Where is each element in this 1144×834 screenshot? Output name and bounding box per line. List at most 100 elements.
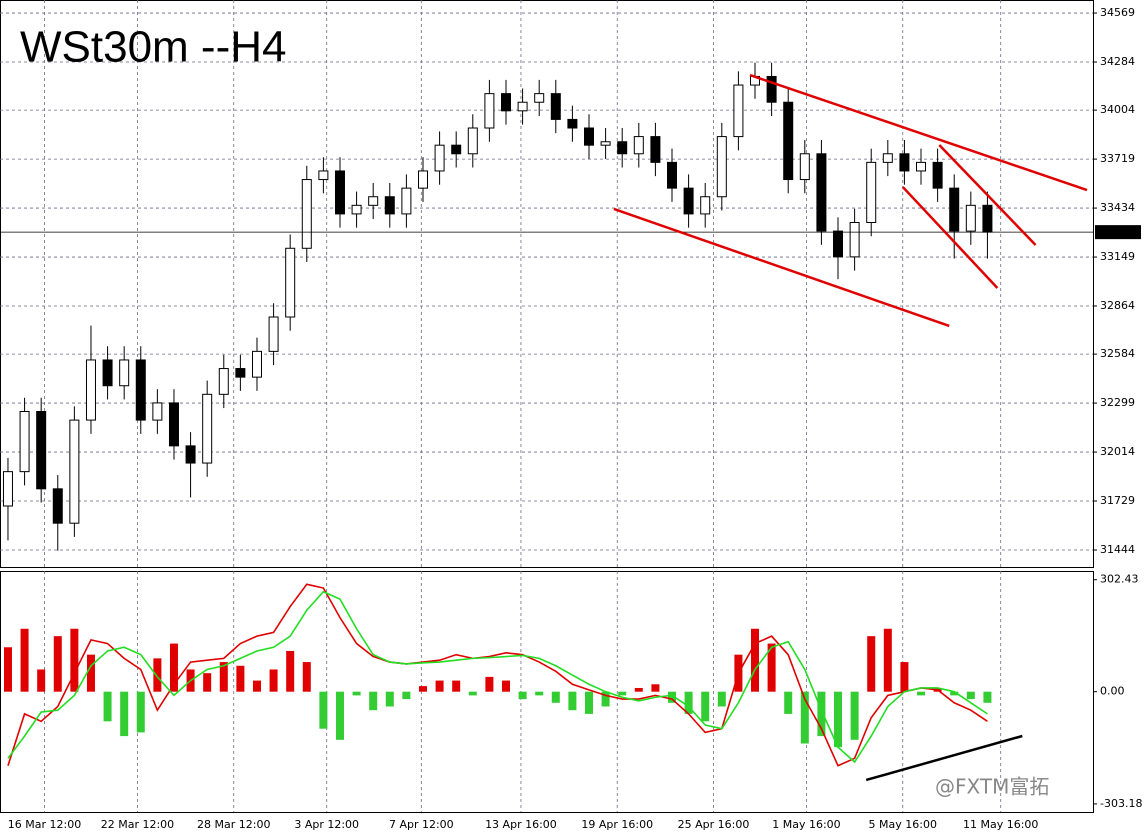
candle-body bbox=[351, 204, 362, 215]
candle-body bbox=[102, 359, 113, 387]
histogram-bar bbox=[418, 686, 427, 692]
trendline bbox=[749, 73, 1088, 192]
candle-body bbox=[52, 488, 63, 524]
histogram-bar bbox=[103, 691, 112, 722]
histogram-bar bbox=[352, 691, 361, 696]
chart-title: WSt30m --H4 bbox=[20, 23, 286, 72]
histogram-bar bbox=[468, 691, 477, 696]
histogram-bar bbox=[369, 691, 378, 711]
candle-body bbox=[2, 471, 13, 507]
candle-body bbox=[218, 368, 229, 395]
histogram-bar bbox=[20, 628, 29, 692]
candle-body bbox=[517, 101, 528, 112]
histogram-bar bbox=[252, 680, 261, 692]
x-tick-label: 5 May 16:00 bbox=[869, 818, 937, 831]
histogram-bar bbox=[701, 691, 710, 722]
histogram-bar bbox=[335, 691, 344, 740]
x-tick-label: 19 Apr 16:00 bbox=[581, 818, 653, 831]
candle-body bbox=[799, 153, 810, 181]
histogram-bar bbox=[86, 654, 95, 692]
y-tick-label: 32864 bbox=[1100, 299, 1135, 312]
histogram-bar bbox=[435, 680, 444, 692]
candle-body bbox=[185, 445, 196, 464]
candle-body bbox=[251, 350, 262, 378]
histogram-bar bbox=[618, 691, 627, 696]
y-tick-label: 34284 bbox=[1100, 55, 1135, 68]
candle-body bbox=[550, 93, 561, 120]
histogram-bar bbox=[966, 691, 975, 700]
y-tick-label: 302.43 bbox=[1100, 573, 1139, 586]
histogram-bar bbox=[817, 691, 826, 737]
candle-body bbox=[368, 196, 379, 206]
histogram-bar bbox=[319, 691, 328, 729]
candle-body bbox=[667, 161, 678, 189]
candle-body bbox=[899, 153, 910, 172]
histogram-bar bbox=[53, 636, 62, 692]
candle-body bbox=[816, 153, 827, 232]
candle-body bbox=[733, 84, 744, 138]
x-tick-label: 13 Apr 16:00 bbox=[485, 818, 557, 831]
candle-body bbox=[301, 179, 312, 249]
candle-body bbox=[932, 161, 943, 189]
candle-body bbox=[467, 127, 478, 155]
y-tick-label: 33719 bbox=[1100, 152, 1135, 165]
histogram-bar bbox=[668, 691, 677, 703]
candle-body bbox=[202, 393, 213, 464]
histogram-bar bbox=[601, 691, 610, 707]
y-tick-label: 32299 bbox=[1100, 396, 1135, 409]
candle-body bbox=[866, 161, 877, 224]
candle-body bbox=[683, 187, 694, 215]
y-tick-label: 33149 bbox=[1100, 250, 1135, 263]
histogram-bar bbox=[452, 680, 461, 692]
indicator-line bbox=[7, 583, 988, 767]
indicator-line bbox=[7, 590, 988, 764]
histogram-bar bbox=[983, 691, 992, 703]
histogram-bar bbox=[551, 691, 560, 703]
candle-body bbox=[500, 93, 511, 112]
y-tick-label: 34569 bbox=[1100, 6, 1135, 19]
x-tick-label: 28 Mar 12:00 bbox=[197, 818, 270, 831]
y-tick-label: 32584 bbox=[1100, 347, 1135, 360]
histogram-bar bbox=[917, 691, 926, 696]
y-tick-label: 0.00 bbox=[1100, 685, 1125, 698]
histogram-bar bbox=[834, 691, 843, 748]
main-pane bbox=[0, 0, 1094, 568]
candle-body bbox=[268, 316, 279, 352]
candle-body bbox=[434, 144, 445, 172]
candle-body bbox=[168, 402, 179, 447]
histogram-bar bbox=[70, 628, 79, 692]
histogram-bar bbox=[402, 691, 411, 700]
x-tick-label: 22 Mar 12:00 bbox=[101, 818, 174, 831]
trendline bbox=[938, 144, 1037, 246]
candle-body bbox=[916, 161, 927, 172]
candle-body bbox=[285, 247, 296, 318]
candle-body bbox=[783, 101, 794, 181]
candle-body bbox=[85, 359, 96, 421]
indicator-pane bbox=[0, 571, 1094, 813]
candle-body bbox=[583, 127, 594, 146]
x-tick-label: 25 Apr 16:00 bbox=[678, 818, 750, 831]
candle-body bbox=[617, 141, 628, 155]
histogram-bar bbox=[485, 676, 494, 692]
histogram-bar bbox=[568, 691, 577, 711]
candle-body bbox=[650, 136, 661, 163]
candle-body bbox=[401, 187, 412, 215]
histogram-bar bbox=[751, 628, 760, 692]
y-tick-label: 31729 bbox=[1100, 494, 1135, 507]
histogram-bar bbox=[136, 691, 145, 733]
histogram-bar bbox=[584, 691, 593, 714]
histogram-bar bbox=[120, 691, 129, 737]
x-tick-label: 1 May 16:00 bbox=[772, 818, 840, 831]
x-tick-label: 7 Apr 12:00 bbox=[389, 818, 454, 831]
candle-body bbox=[36, 411, 47, 490]
histogram-bar bbox=[950, 691, 959, 696]
candle-body bbox=[334, 170, 345, 215]
candle-body bbox=[849, 222, 860, 258]
y-tick-label: 31444 bbox=[1100, 543, 1135, 556]
histogram-bar bbox=[286, 650, 295, 692]
candle-body bbox=[949, 187, 960, 232]
candle-body bbox=[235, 368, 246, 378]
histogram-bar bbox=[900, 662, 909, 692]
trendline bbox=[865, 734, 1023, 782]
candle-body bbox=[700, 196, 711, 215]
